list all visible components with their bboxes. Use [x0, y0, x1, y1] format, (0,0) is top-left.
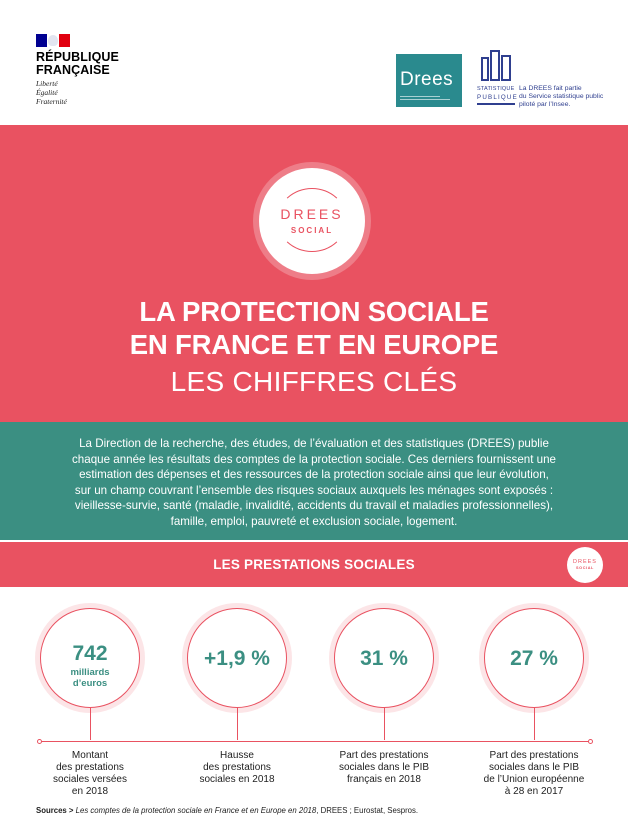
- intro-band: [0, 422, 628, 540]
- stat-label-pib-ue: Part des prestations sociales dans le PI…: [483, 750, 585, 797]
- sources-note: Sources > Les comptes de la protection s…: [36, 806, 418, 815]
- ssp-label-statistique: STATISTIQUE: [477, 86, 515, 92]
- stat-value-pib-france: 31 %: [360, 647, 408, 670]
- marianne-flag-icon: [36, 34, 70, 47]
- intro-text: La Direction de la recherche, des études…: [72, 437, 556, 528]
- drees-logo-text: Drees: [400, 69, 454, 90]
- stat-value-growth: +1,9 %: [204, 647, 270, 670]
- sources-title: Les comptes de la protection sociale en …: [75, 806, 317, 815]
- sources-rest: , DREES ; Eurostat, Sespros.: [316, 806, 419, 815]
- badge-social-text: SOCIAL: [290, 226, 334, 235]
- statistique-publique-logo: STATISTIQUE PUBLIQUE: [477, 48, 517, 108]
- stat-label-pib-france: Part des prestations sociales dans le PI…: [338, 750, 430, 785]
- mini-drees-badge: [567, 547, 603, 583]
- section-header-bar: [0, 542, 628, 587]
- badge-ring-icon: [277, 188, 347, 252]
- page-title: LA PROTECTION SOCIALE EN FRANCE ET EN EU…: [129, 296, 499, 360]
- stat-circle-pib-france: [334, 608, 434, 708]
- page-header: RÉPUBLIQUE FRANÇAISE Liberté Égalité Fra…: [0, 0, 628, 125]
- ssp-label-publique: PUBLIQUE: [477, 94, 518, 101]
- stat-unit-amount: milliards d’euros: [70, 667, 110, 689]
- ssp-note: La DREES fait partie du Service statisti…: [519, 85, 604, 108]
- badge-drees-text: DREES: [280, 206, 344, 222]
- drees-logo: Drees: [396, 54, 462, 107]
- timeline-start-dot: [37, 739, 42, 744]
- sources-prefix: Sources >: [36, 806, 74, 815]
- stat-stem: [384, 708, 385, 740]
- stat-label-amount: Montant des prestations sociales versées…: [53, 750, 127, 797]
- mini-badge-drees-text: DREES: [573, 559, 597, 565]
- timeline-line: [40, 741, 590, 742]
- stat-stem: [237, 708, 238, 740]
- rf-motto: Liberté Égalité Fraternité: [36, 79, 67, 106]
- building-columns-icon: [481, 50, 511, 81]
- rf-name: RÉPUBLIQUE FRANÇAISE: [36, 50, 119, 77]
- timeline-end-dot: [588, 739, 593, 744]
- stat-stem: [90, 708, 91, 740]
- stat-circle-pib-ue: [484, 608, 584, 708]
- stat-value-amount: 742: [72, 642, 108, 665]
- section-title: LES PRESTATIONS SOCIALES: [213, 557, 415, 572]
- stat-stem: [534, 708, 535, 740]
- stat-circle-amount: [40, 608, 140, 708]
- stat-value-pib-ue: 27 %: [510, 647, 558, 670]
- page-subtitle: LES CHIFFRES CLÉS: [170, 366, 458, 397]
- stat-label-growth: Hausse des prestations sociales en 2018: [199, 750, 275, 785]
- mini-badge-social-text: SOCIAL: [576, 566, 594, 570]
- stat-circle-growth: [187, 608, 287, 708]
